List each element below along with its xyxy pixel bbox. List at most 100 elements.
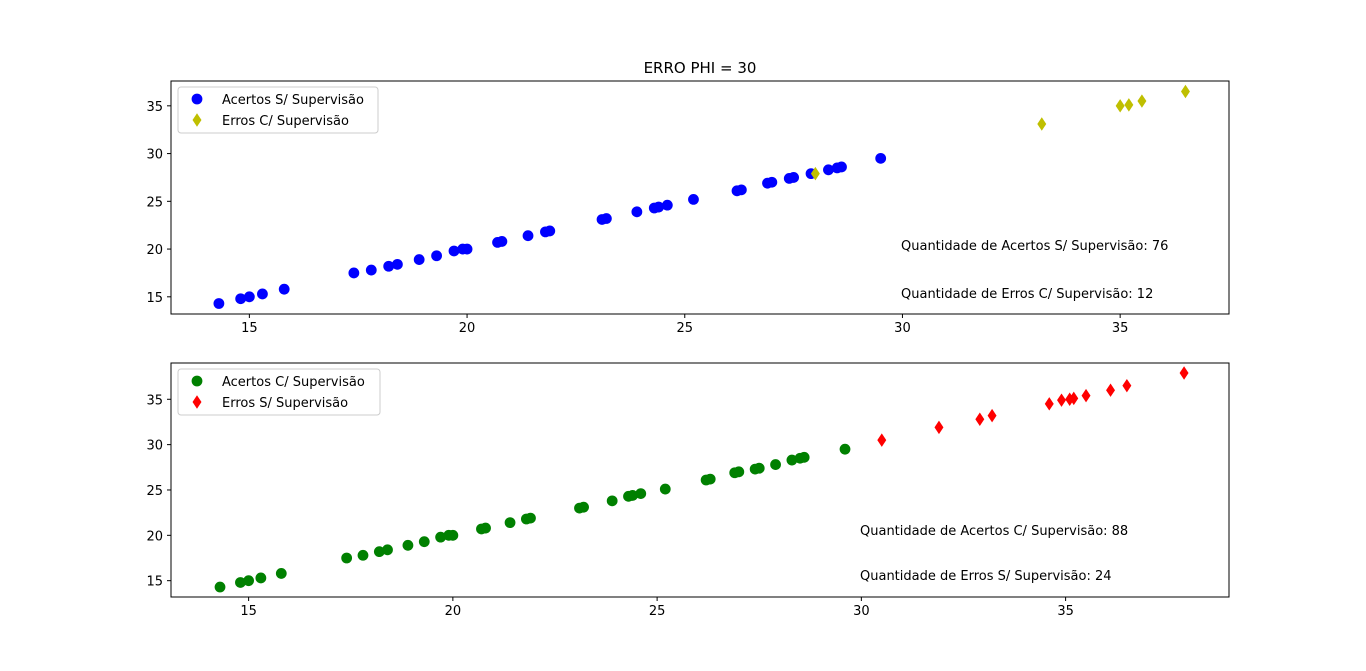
chart-title: ERRO PHI = 30 (644, 59, 757, 77)
top-series-0-point-2 (243, 291, 255, 303)
bottom-series-1-point-5 (1057, 393, 1066, 407)
bottom-series-0-point-15 (480, 522, 491, 534)
bottom-series-1-point-10 (1122, 378, 1132, 393)
top-legend-marker-1 (192, 113, 202, 127)
bottom-series-0-point-2 (243, 575, 255, 587)
bottom-x-tick-label-1: 20 (445, 604, 462, 619)
top-legend-marker-0 (191, 93, 203, 105)
bottom-legend: Acertos C/ Supervisão Erros S/ Supervisã… (177, 368, 381, 416)
top-series-1-point-0 (810, 166, 820, 181)
top-x-tick-label-2: 25 (676, 321, 693, 336)
top-series-0-point-4 (278, 283, 290, 295)
top-series-0-point-11 (448, 245, 460, 257)
top-series-0-point-27 (735, 184, 747, 196)
top-legend-label-erros: Erros C/ Supervisão (222, 114, 349, 129)
top-series-1-point-3 (1124, 98, 1134, 112)
top-legend-label-acertos: Acertos S/ Supervisão (222, 93, 364, 108)
bottom-y-tick-label-0: 15 (146, 575, 163, 590)
bottom-legend-marker-0 (191, 375, 203, 387)
bottom-series-0-point-36 (839, 443, 851, 455)
bottom-series-1-point-2 (975, 412, 985, 426)
top-y-tick-label-2: 25 (146, 195, 163, 210)
bottom-series-0-point-6 (357, 549, 369, 561)
bottom-series-0-point-16 (504, 517, 516, 529)
bottom-series-1-point-11 (1179, 366, 1189, 380)
top-series-0-point-1 (235, 293, 247, 305)
bottom-series-1-point-3 (987, 408, 997, 423)
top-legend: Acertos S/ Supervisão Erros C/ Supervisã… (177, 86, 379, 134)
bottom-y-tick-label-2: 25 (146, 484, 163, 499)
top-y-tick-label-0: 15 (146, 291, 163, 306)
bottom-annotation-erros: Quantidade de Erros S/ Supervisão: 24 (860, 569, 1112, 584)
bottom-y-tick-label-4: 35 (146, 393, 163, 408)
bottom-series-0-point-8 (382, 544, 393, 556)
top-x-tick-label-4: 35 (1112, 321, 1129, 336)
top-series-0-point-9 (413, 254, 425, 265)
top-subplot: 15 20 25 30 35 15 20 25 30 35 Quantidade de Acert… (146, 80, 1230, 336)
bottom-series-1-point-9 (1106, 383, 1116, 397)
top-series-1-point-2 (1115, 99, 1125, 113)
top-series-0-point-21 (631, 206, 643, 218)
top-x-tick-label-1: 20 (459, 321, 476, 336)
bottom-x-tick-label-0: 15 (240, 604, 257, 619)
bottom-series-0-point-31 (753, 462, 765, 474)
bottom-series-0-point-5 (341, 552, 353, 564)
bottom-marks (214, 366, 1189, 593)
bottom-series-0-point-25 (659, 483, 671, 495)
top-series-1-point-5 (1180, 84, 1190, 99)
top-series-0-point-13 (461, 243, 473, 255)
bottom-series-1-point-0 (877, 433, 887, 447)
bottom-legend-markers (191, 375, 203, 409)
bottom-series-0-point-18 (525, 512, 536, 524)
top-series-0-point-5 (348, 267, 360, 279)
top-series-0-point-36 (875, 152, 887, 164)
bottom-series-0-point-10 (418, 536, 430, 548)
top-series-0-point-16 (522, 230, 534, 242)
bottom-legend-label-erros: Erros S/ Supervisão (222, 396, 348, 411)
top-y-tick-label-4: 35 (146, 100, 163, 115)
top-series-0-point-31 (788, 172, 800, 183)
top-y-tick-label-3: 30 (146, 148, 163, 163)
bottom-series-0-point-35 (798, 451, 810, 463)
bottom-series-1-point-4 (1044, 397, 1054, 411)
bottom-subplot: 15 20 25 30 35 15 20 25 30 35 Quantidade de Acert… (146, 362, 1230, 619)
bottom-y-tick-label-3: 30 (146, 439, 163, 454)
bottom-x-tick-label-4: 35 (1057, 604, 1074, 619)
top-legend-markers (191, 93, 203, 127)
bottom-series-0-point-29 (733, 466, 745, 478)
top-series-0-point-10 (431, 250, 442, 262)
top-x-tick-label-3: 30 (894, 321, 911, 336)
bottom-legend-box (177, 368, 381, 416)
bottom-series-0-point-32 (770, 459, 781, 470)
bottom-x-tick-label-3: 30 (853, 604, 870, 619)
top-series-0-point-29 (766, 176, 778, 188)
top-series-0-point-23 (653, 201, 665, 213)
bottom-series-1-point-8 (1081, 388, 1091, 403)
top-series-0-point-18 (544, 225, 556, 237)
top-series-0-point-15 (496, 236, 508, 247)
bottom-series-0-point-27 (704, 473, 716, 485)
bottom-series-0-point-20 (578, 501, 589, 513)
top-series-0-point-20 (600, 213, 612, 224)
bottom-series-0-point-4 (275, 568, 287, 579)
top-series-1-point-4 (1137, 94, 1147, 108)
bottom-series-1-point-7 (1069, 391, 1079, 406)
top-series-0-point-24 (661, 199, 673, 211)
bottom-legend-label-acertos: Acertos C/ Supervisão (222, 375, 365, 390)
top-series-0-point-35 (836, 161, 847, 173)
bottom-series-0-point-9 (402, 539, 414, 551)
top-series-1-point-1 (1037, 117, 1047, 131)
bottom-series-1-point-1 (934, 420, 944, 435)
top-series-0-point-33 (823, 164, 834, 176)
top-series-0-point-8 (392, 258, 403, 270)
top-series-0-point-6 (365, 264, 377, 276)
bottom-legend-marker-1 (192, 395, 202, 409)
top-annotation-acertos: Quantidade de Acertos S/ Supervisão: 76 (901, 239, 1168, 254)
top-annotation-erros: Quantidade de Erros C/ Supervisão: 12 (901, 287, 1153, 302)
top-series-0-point-25 (688, 194, 699, 205)
top-series-0-point-0 (213, 298, 225, 309)
bottom-series-0-point-3 (255, 572, 267, 584)
bottom-series-0-point-13 (447, 529, 459, 541)
bottom-series-0-point-0 (214, 581, 226, 593)
